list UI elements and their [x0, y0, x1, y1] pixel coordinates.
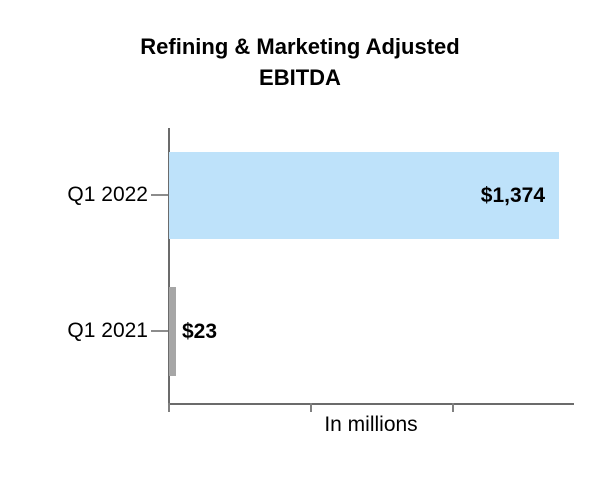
- y-axis-tick: [151, 330, 168, 332]
- y-axis-tick: [151, 194, 168, 196]
- bar-value-label: $23: [182, 319, 218, 343]
- chart-title-line-2: EBITDA: [259, 65, 341, 90]
- x-axis-line: [168, 403, 574, 405]
- x-axis-tick: [168, 403, 170, 412]
- bar-q1-2021: [169, 287, 176, 376]
- category-label-q1-2022: Q1 2022: [67, 183, 148, 206]
- bar-value-label-container: $23: [182, 287, 217, 376]
- x-axis-tick: [310, 403, 312, 412]
- chart-title: Refining & Marketing Adjusted EBITDA: [0, 31, 600, 93]
- y-axis-line: [168, 128, 170, 403]
- x-axis-tick: [452, 403, 454, 412]
- bar-q1-2022: $1,374: [169, 152, 559, 239]
- plot-area: $1,374 $23: [151, 128, 574, 412]
- x-axis-title: In millions: [324, 413, 418, 436]
- chart-title-line-1: Refining & Marketing Adjusted: [140, 34, 460, 59]
- bar-value-label: $1,374: [480, 183, 545, 207]
- category-label-q1-2021: Q1 2021: [67, 319, 148, 342]
